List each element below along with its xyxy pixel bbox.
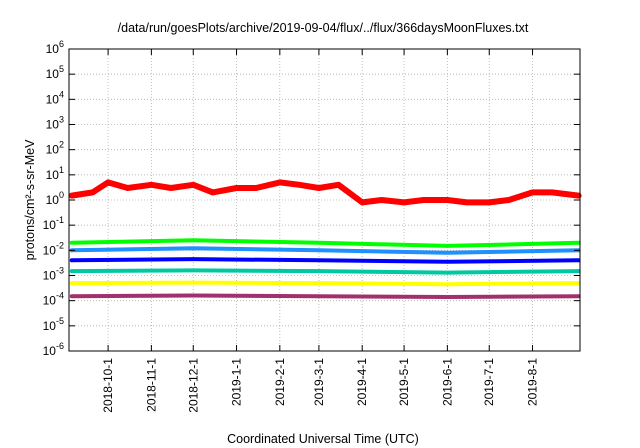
data-point (234, 185, 240, 191)
data-point (445, 250, 450, 255)
data-point (69, 240, 74, 245)
y-tick-label: 10-4 (43, 291, 64, 308)
data-point (401, 199, 407, 205)
series-line (68, 179, 582, 206)
y-tick-label: 10-6 (43, 341, 64, 358)
series-line (69, 268, 581, 275)
y-tick-label: 104 (46, 89, 64, 106)
data-point (317, 240, 321, 245)
data-point (486, 199, 492, 205)
tick-layer (69, 48, 580, 352)
data-point (191, 293, 196, 298)
y-tick-label: 10-1 (43, 215, 64, 232)
data-point (69, 294, 74, 299)
data-point (335, 182, 341, 188)
x-tick-label: 2019-8-1 (526, 358, 540, 406)
data-point (105, 179, 111, 185)
chart-title: /data/run/goesPlots/archive/2019-09-04/f… (118, 21, 529, 35)
data-point (69, 269, 74, 273)
y-axis-label: protons/cm²-s-sr-MeV (23, 139, 37, 261)
data-point (148, 182, 154, 188)
x-tick-labels: 2018-10-1 2018-11-1 2018-12-1 2019-1-1 2019-… (101, 358, 539, 413)
data-point (190, 182, 196, 188)
series-line (69, 280, 581, 287)
y-tick-label: 100 (46, 190, 64, 207)
y-tick-label: 106 (46, 39, 64, 56)
data-point (69, 258, 74, 263)
data-point (317, 248, 321, 253)
y-tick-label: 10-5 (43, 316, 64, 333)
y-tick-labels: 10-6 10-5 10-4 10-3 10-2 10-1 100 101 102 103 104 1… (43, 39, 64, 358)
data-point (549, 189, 555, 195)
data-point (191, 280, 196, 285)
data-point (317, 281, 321, 285)
data-point (277, 179, 283, 185)
data-point (317, 258, 321, 263)
data-point (69, 193, 75, 199)
data-point (445, 244, 450, 248)
data-point (191, 238, 196, 243)
data-point (125, 185, 131, 191)
data-point (317, 269, 321, 273)
x-tick-label: 2019-1-1 (230, 358, 244, 406)
data-point (445, 260, 450, 264)
data-point (445, 295, 450, 299)
data-point (191, 246, 196, 251)
data-point (464, 199, 470, 205)
y-tick-label: 103 (46, 115, 64, 132)
y-tick-label: 105 (46, 64, 64, 81)
y-tick-label: 10-3 (43, 266, 64, 283)
series-line (69, 238, 581, 248)
x-tick-label: 2019-7-1 (482, 358, 496, 406)
x-tick-label: 2019-3-1 (312, 358, 326, 406)
y-tick-label: 101 (46, 165, 64, 182)
data-point (316, 185, 322, 191)
series-line (69, 293, 581, 299)
x-tick-label: 2018-12-1 (186, 358, 200, 413)
y-tick-label: 102 (46, 140, 64, 157)
data-point (359, 199, 365, 205)
series-line (69, 246, 581, 255)
data-point (444, 197, 450, 203)
x-axis-label: Coordinated Universal Time (UTC) (227, 432, 419, 446)
series-layer (68, 179, 582, 299)
x-tick-label: 2018-10-1 (101, 358, 115, 413)
data-point (69, 281, 74, 285)
series-line (69, 257, 581, 264)
data-point (253, 185, 259, 191)
data-point (90, 189, 96, 195)
data-point (317, 294, 321, 299)
data-point (210, 189, 216, 195)
x-tick-label: 2019-2-1 (273, 358, 287, 406)
x-tick-label: 2019-4-1 (355, 358, 369, 406)
data-point (445, 270, 450, 275)
data-point (191, 257, 196, 261)
data-point (191, 268, 196, 273)
data-point (379, 197, 385, 203)
data-point (168, 185, 174, 191)
data-point (296, 182, 302, 188)
data-point (530, 189, 536, 195)
data-point (445, 282, 450, 287)
y-tick-label: 10-2 (43, 240, 64, 257)
x-tick-label: 2018-11-1 (144, 358, 158, 412)
x-tick-label: 2019-5-1 (397, 358, 411, 406)
x-tick-label: 2019-6-1 (440, 358, 454, 406)
data-point (421, 197, 427, 203)
data-point (506, 197, 512, 203)
